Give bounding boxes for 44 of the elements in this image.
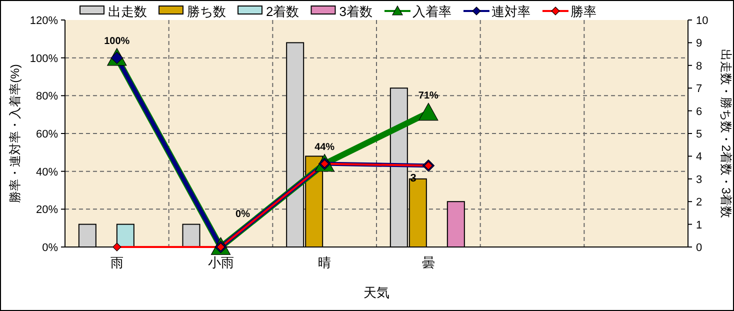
y2-tick-label: 10 — [696, 15, 708, 27]
data-label: 71% — [418, 90, 439, 102]
y2-tick-label: 4 — [696, 151, 702, 164]
y-axis-title: 勝率・連対率・入着率(%) — [8, 64, 22, 203]
legend-label: 勝ち数 — [187, 4, 226, 19]
y2-tick-label: 2 — [696, 196, 702, 209]
legend-item: 3着数 — [310, 4, 372, 19]
legend-label: 連対率 — [491, 4, 530, 19]
y2-tick-label: 6 — [696, 106, 702, 118]
y-tick-label: 40% — [36, 166, 58, 178]
y2-tick-label: 1 — [696, 219, 702, 232]
legend-item: 連対率 — [463, 4, 530, 19]
y-tick-label: 60% — [36, 128, 58, 140]
y2-tick-label: 3 — [696, 174, 702, 186]
x-tick-label: 曇 — [422, 255, 435, 270]
annotation: 3 — [410, 172, 416, 185]
legend-label: 入着率 — [412, 4, 452, 19]
legend-item: 入着率 — [384, 4, 452, 19]
x-axis-title: 天気 — [364, 285, 390, 300]
y-tick-label: 100% — [30, 52, 58, 65]
y2-tick-label: 9 — [696, 38, 702, 50]
legend-item: 勝ち数 — [158, 4, 226, 19]
data-label: 0% — [236, 209, 250, 220]
legend-item: 出走数 — [80, 4, 147, 19]
y-tick-label: 120% — [30, 15, 58, 27]
x-tick-label: 晴 — [318, 255, 332, 270]
legend-label: 3着数 — [339, 4, 372, 19]
y2-axis-title: 出走数・勝ち数・2着数・3着数 — [719, 48, 733, 218]
legend-label: 勝率 — [570, 4, 596, 19]
y2-tick-label: 8 — [696, 60, 702, 72]
y-tick-label: 80% — [36, 90, 58, 103]
x-tick-label: 小雨 — [208, 255, 234, 270]
data-label: 100% — [104, 36, 130, 47]
y2-tick-label: 5 — [696, 128, 702, 140]
legend-label: 2着数 — [266, 4, 300, 19]
y-tick-label: 20% — [36, 204, 58, 216]
y2-tick-label: 0 — [696, 242, 702, 254]
y-tick-label: 0% — [42, 242, 58, 254]
legend-label: 出走数 — [108, 4, 147, 19]
data-label: 44% — [314, 142, 335, 153]
legend-item: 2着数 — [238, 4, 300, 19]
x-tick-label: 雨 — [110, 255, 124, 270]
legend-item: 勝率 — [542, 4, 596, 19]
y2-tick-label: 7 — [696, 83, 702, 96]
